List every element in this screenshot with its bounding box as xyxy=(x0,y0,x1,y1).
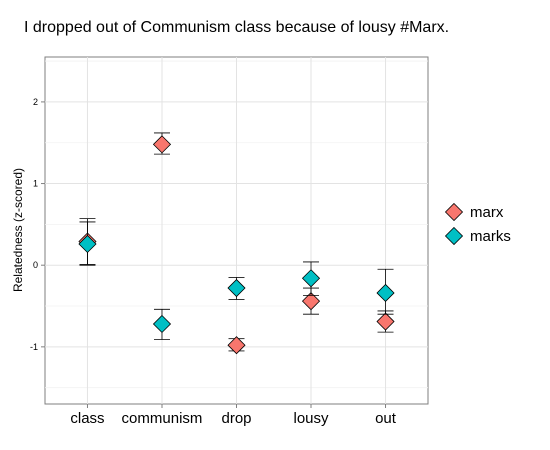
x-tick-label: communism xyxy=(122,410,203,427)
series-marks xyxy=(78,221,395,340)
y-tick-label: 1 xyxy=(33,179,38,189)
x-tick-label: lousy xyxy=(293,410,329,427)
x-axis: class communism drop lousy out xyxy=(70,404,397,427)
data-point-marx xyxy=(227,336,246,355)
y-tick-label: 2 xyxy=(33,97,38,107)
data-point-marks xyxy=(301,269,321,288)
y-tick-label: -1 xyxy=(30,342,38,352)
legend: marx marks xyxy=(442,200,511,248)
diamond-icon xyxy=(444,202,464,222)
data-point-marks xyxy=(376,283,395,303)
data-point-marx xyxy=(376,312,395,331)
gridlines xyxy=(45,57,428,404)
y-tick-label: 0 xyxy=(33,260,38,270)
data-point-marx xyxy=(152,135,172,154)
legend-label: marx xyxy=(470,203,504,221)
diamond-icon xyxy=(444,226,464,246)
x-tick-label: out xyxy=(375,410,397,427)
chart-title: I dropped out of Communism class because… xyxy=(24,19,450,36)
y-axis-label: Relatedness (z-scored) xyxy=(11,168,25,292)
x-tick-label: class xyxy=(70,410,104,427)
legend-label: marks xyxy=(470,227,511,245)
legend-item-marks: marks xyxy=(442,224,511,248)
legend-key-marx xyxy=(442,200,466,224)
data-marks xyxy=(78,132,395,355)
data-point-marks xyxy=(227,278,246,298)
x-tick-label: drop xyxy=(221,410,251,427)
data-point-marks xyxy=(78,234,97,254)
legend-item-marx: marx xyxy=(442,200,511,224)
data-point-marx xyxy=(301,292,321,311)
legend-key-marks xyxy=(442,224,466,248)
y-axis: -1 0 1 2 xyxy=(30,97,45,352)
data-point-marks xyxy=(152,314,172,334)
